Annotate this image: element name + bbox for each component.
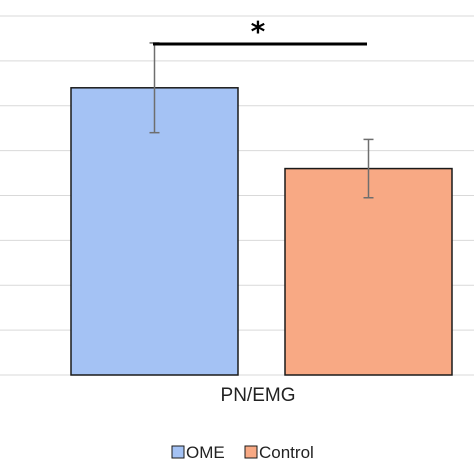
bar-control — [284, 167, 453, 376]
bar-ome — [70, 87, 239, 376]
category-label: PN/EMG — [221, 385, 296, 406]
legend: OME Control — [171, 443, 314, 462]
legend-label-ome: OME — [186, 443, 225, 462]
significance-marker: * — [251, 15, 266, 48]
legend-swatch-control — [244, 445, 258, 459]
bars — [70, 87, 453, 376]
legend-swatch-ome — [171, 445, 185, 459]
error-bar-control — [363, 138, 374, 199]
legend-label-control: Control — [259, 443, 314, 462]
